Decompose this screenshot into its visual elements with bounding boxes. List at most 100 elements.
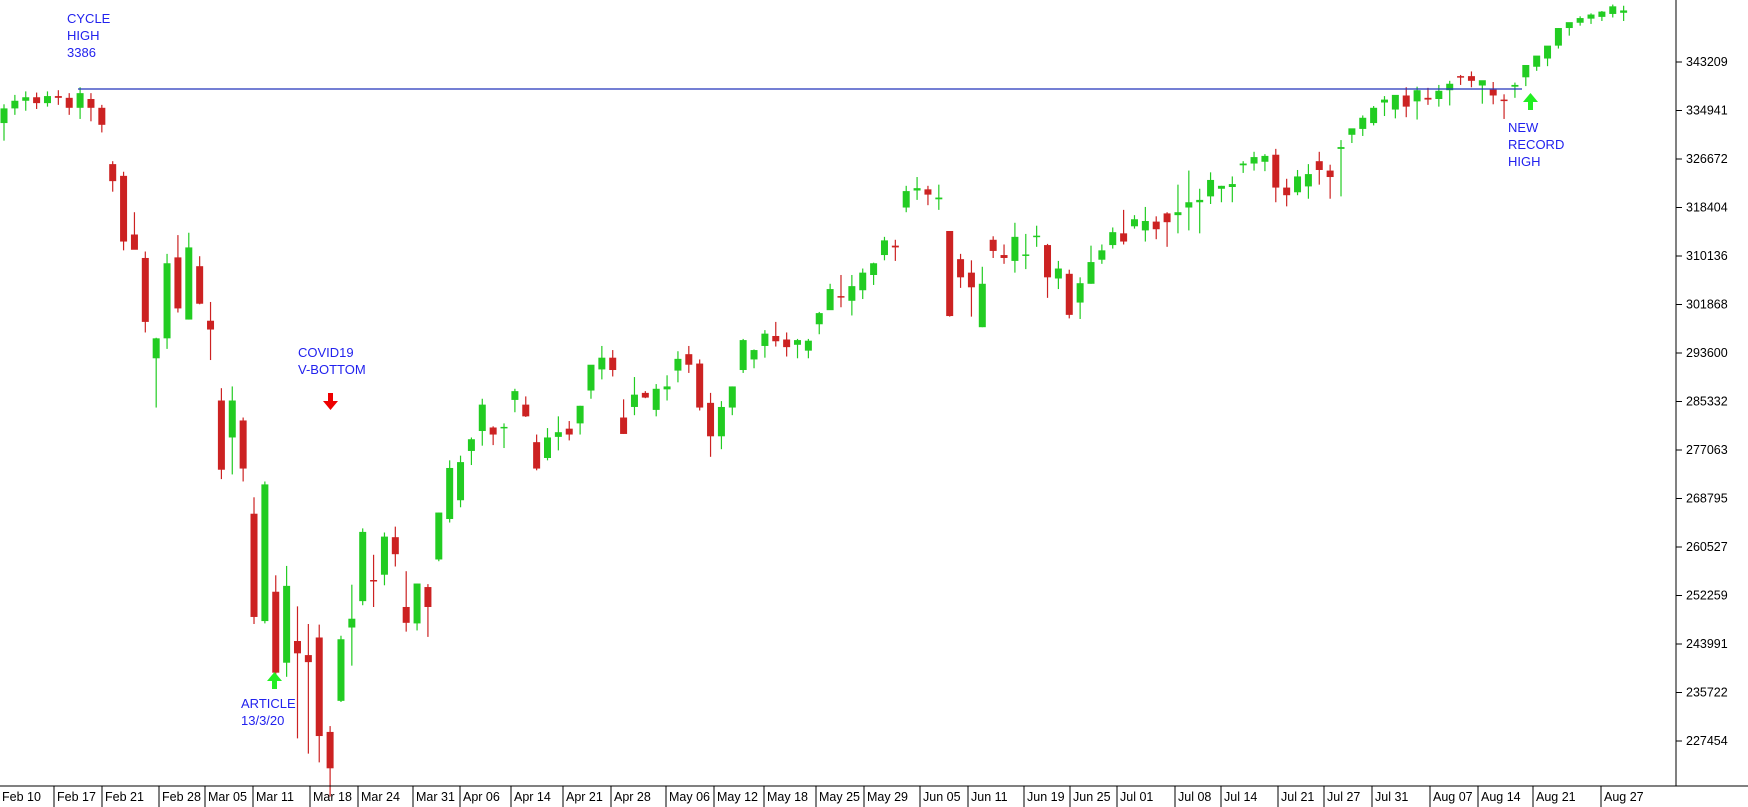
red-down-arrow-icon xyxy=(323,393,338,410)
candle-body xyxy=(1065,273,1073,315)
candle-body xyxy=(1250,157,1258,164)
x-tick-label: Jul 21 xyxy=(1281,790,1314,804)
candle-body xyxy=(315,637,323,737)
candle-body xyxy=(663,386,671,390)
candle-body xyxy=(1228,184,1236,187)
candle-body xyxy=(1554,28,1562,46)
candle-body xyxy=(913,188,921,191)
candle-body xyxy=(511,391,519,400)
candle-body xyxy=(620,417,628,434)
candle-body xyxy=(1022,254,1030,256)
candle-body xyxy=(1565,22,1573,29)
candle-body xyxy=(880,240,888,256)
candle-body xyxy=(848,286,856,301)
candle-body xyxy=(1196,199,1204,203)
candle-body xyxy=(391,537,399,555)
candle-body xyxy=(641,392,649,398)
candle-body xyxy=(1000,255,1008,258)
candle-body xyxy=(467,439,475,451)
candle-body xyxy=(1217,185,1225,189)
y-tick-label: 235722 xyxy=(1686,686,1728,700)
annotation-new-record-high: NEW RECORD HIGH xyxy=(1508,93,1564,169)
candle-body xyxy=(533,442,541,469)
candle-body xyxy=(174,257,182,309)
x-tick-label: Feb 21 xyxy=(105,790,144,804)
y-tick-label: 310136 xyxy=(1686,249,1728,263)
x-tick-label: Apr 28 xyxy=(614,790,651,804)
annotation-article: ARTICLE 13/3/20 xyxy=(241,672,296,728)
candle-body xyxy=(1533,55,1541,67)
candle-body xyxy=(804,340,812,351)
annotation-cycle-high: CYCLE HIGH 3386 xyxy=(67,11,111,60)
x-tick-label: Mar 18 xyxy=(313,790,352,804)
candle-body xyxy=(109,164,117,182)
candle-body xyxy=(141,257,149,322)
y-tick-label: 301868 xyxy=(1686,297,1728,311)
candle-body xyxy=(1044,245,1052,278)
candle-body xyxy=(185,247,193,320)
annotation-covid-bottom: COVID19 V-BOTTOM xyxy=(298,345,366,410)
candle-body xyxy=(1076,283,1084,303)
x-tick-label: May 25 xyxy=(819,790,860,804)
candle-body xyxy=(1174,212,1182,216)
candle-body xyxy=(1326,170,1334,178)
x-tick-label: Aug 27 xyxy=(1604,790,1644,804)
candle-body xyxy=(1120,233,1128,242)
candle-body xyxy=(1370,107,1378,124)
candle-body xyxy=(1457,76,1465,78)
x-tick-label: Mar 24 xyxy=(361,790,400,804)
x-axis-ticks: Feb 10 Feb 17 Feb 21 Feb 28 Mar 05 Mar 11 Mar … xyxy=(2,786,1644,807)
candle-body xyxy=(76,93,84,108)
candle-body xyxy=(685,354,693,365)
candle-body xyxy=(413,583,421,624)
y-tick-label: 243991 xyxy=(1686,637,1728,651)
candle-body xyxy=(1391,94,1399,110)
candle-body xyxy=(1620,10,1628,13)
candle-body xyxy=(565,428,573,435)
annotation-line: HIGH xyxy=(1508,154,1541,169)
candle-body xyxy=(424,587,432,607)
candle-body xyxy=(1304,174,1312,187)
x-tick-label: Apr 21 xyxy=(566,790,603,804)
candle-body xyxy=(348,618,356,628)
candle-body xyxy=(478,404,486,432)
candle-body xyxy=(674,358,682,371)
x-tick-label: Jul 01 xyxy=(1120,790,1153,804)
candle-body xyxy=(946,230,954,317)
annotation-line: CYCLE xyxy=(67,11,111,26)
x-tick-label: Jun 19 xyxy=(1027,790,1065,804)
annotation-line: COVID19 xyxy=(298,345,354,360)
candle-body xyxy=(207,320,215,330)
candle-body xyxy=(1033,235,1041,238)
x-tick-label: Jul 27 xyxy=(1327,790,1360,804)
candle-body xyxy=(1152,221,1160,230)
x-tick-label: May 29 xyxy=(867,790,908,804)
candle-body xyxy=(707,402,715,437)
candle-body xyxy=(967,272,975,288)
candle-body xyxy=(293,641,301,654)
candle-body xyxy=(1609,6,1617,14)
candle-body xyxy=(1207,179,1215,197)
x-tick-label: May 06 xyxy=(669,790,710,804)
candle-body xyxy=(576,405,584,424)
candle-body xyxy=(891,245,899,248)
candle-body xyxy=(826,289,834,311)
y-tick-label: 268795 xyxy=(1686,492,1728,506)
candle-body xyxy=(652,388,660,410)
y-tick-label: 334941 xyxy=(1686,103,1728,117)
annotation-line: V-BOTTOM xyxy=(298,362,366,377)
candle-body xyxy=(283,585,291,663)
candle-body xyxy=(98,107,106,125)
candle-body xyxy=(1141,221,1149,231)
candle-body xyxy=(1598,11,1606,17)
candle-body xyxy=(1054,268,1062,279)
candle-body xyxy=(380,536,388,575)
candle-body xyxy=(359,531,367,602)
candle-body xyxy=(1467,76,1475,81)
x-tick-label: Mar 31 xyxy=(416,790,455,804)
candle-body xyxy=(554,432,562,437)
annotation-line: RECORD xyxy=(1508,137,1564,152)
x-tick-label: Apr 14 xyxy=(514,790,551,804)
candle-body xyxy=(1587,14,1595,19)
